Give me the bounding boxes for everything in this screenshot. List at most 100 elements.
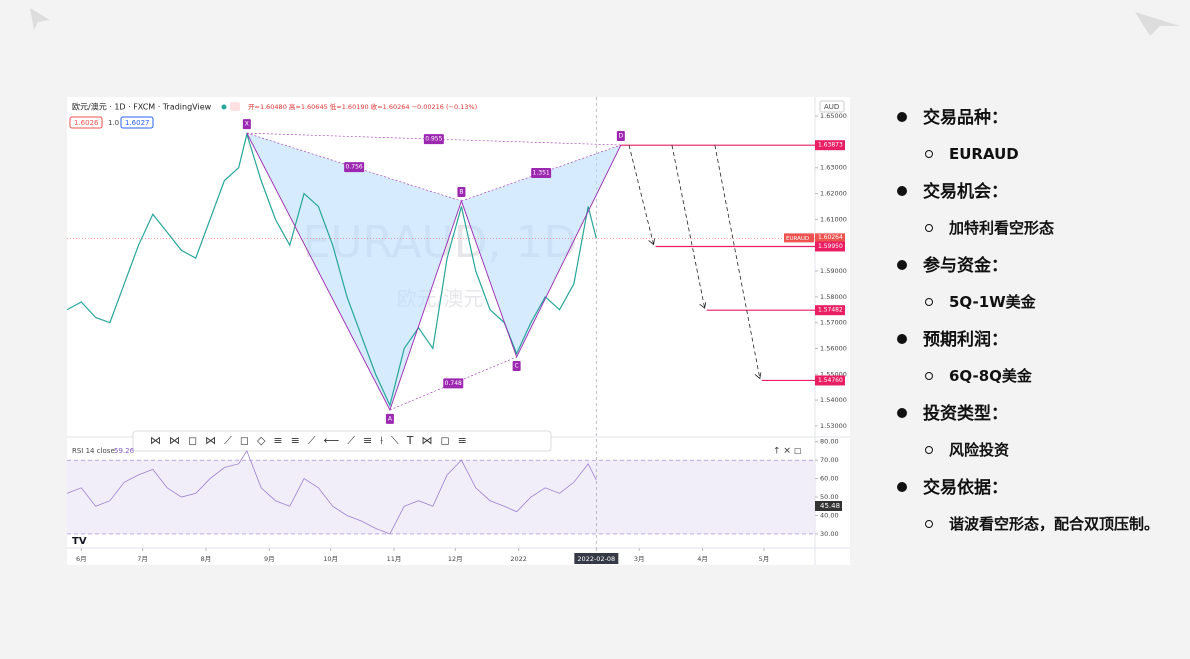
- y-tick-label: 50.00: [820, 493, 839, 501]
- price-line: [66, 131, 597, 408]
- spread: 1.0: [108, 119, 119, 127]
- sub-bullet: 6Q-8Q美金: [895, 363, 1165, 400]
- y-tick-label: 1.54000: [820, 396, 847, 404]
- bid: 1.6026: [74, 119, 99, 127]
- target-arrow: [714, 145, 761, 379]
- x-tick-label: 8月: [201, 555, 212, 563]
- status-box: [230, 102, 240, 111]
- bullet: 投资类型：: [895, 400, 1165, 437]
- rsi-side-box: [815, 501, 842, 511]
- y-tick-label: 60.00: [820, 475, 839, 483]
- target-arrow: [628, 145, 654, 245]
- y-tick-label: 80.00: [820, 438, 839, 446]
- y-tick-label: 1.53000: [820, 422, 847, 430]
- y-tick-label: 1.55000: [820, 370, 847, 378]
- rsi-band: [67, 460, 815, 534]
- y-tick-label: 1.62000: [820, 190, 847, 198]
- bullet: 交易依据：: [895, 474, 1165, 511]
- current-symbol: EURAUD: [786, 236, 809, 242]
- y-tick-label: 1.58000: [820, 293, 847, 301]
- sub-bullet: 5Q-1W美金: [895, 289, 1165, 326]
- target-label: 1.54760: [818, 377, 843, 384]
- sub-bullet: 谐波看空形态，配合双顶压制。: [895, 511, 1165, 548]
- pattern-fill: [461, 145, 621, 357]
- pane-buttons[interactable]: ↑ ✕ ◻: [773, 447, 801, 457]
- ratio-label: 1.351: [533, 170, 550, 177]
- arrow-head: [699, 302, 707, 309]
- target-box: [815, 241, 845, 252]
- ratio-box: [531, 168, 552, 179]
- arrow-head: [754, 372, 762, 380]
- target-label: 1.63873: [818, 142, 843, 149]
- arrow-head: [648, 238, 655, 246]
- ohlc: 开=1.60480 高=1.60645 低=1.60190 收=1.60264 …: [248, 102, 477, 111]
- point-label: X: [245, 121, 249, 128]
- y-tick-label: 1.59000: [820, 267, 847, 275]
- sub-bullet: EURAUD: [895, 141, 1165, 178]
- x-tick-label: 4月: [697, 555, 708, 563]
- y-tick-label: 40.00: [820, 511, 839, 519]
- point-label: B: [459, 189, 463, 196]
- target-box: [815, 375, 845, 386]
- x-tick-label: 12月: [448, 555, 463, 563]
- bid-box: [69, 116, 103, 129]
- target-box: [815, 140, 845, 151]
- toolbar-icons[interactable]: ⋈⋈◻⋈⟋◻◇≡≡⟋⟵⟋≡⟊⟍T⋈◻≡: [150, 434, 475, 447]
- x-tick-label: 10月: [323, 555, 338, 563]
- ratio-box: [423, 134, 444, 145]
- point-label: C: [515, 362, 519, 369]
- point-box: [512, 360, 521, 371]
- x-tick-label: 2022: [510, 555, 527, 563]
- ratio-label: 0.748: [445, 380, 462, 387]
- y-tick-label: 1.57000: [820, 319, 847, 327]
- corner-deco: [1135, 12, 1180, 36]
- ratio-box: [443, 378, 464, 389]
- x-tick-label: 7月: [137, 555, 148, 563]
- point-label: A: [388, 415, 393, 422]
- sub-bullet: 风险投资: [895, 437, 1165, 474]
- x-tick-label: 2022-02-08: [577, 555, 615, 563]
- y-tick-label: 1.63000: [820, 164, 847, 172]
- rsi-last: 59.26: [114, 447, 135, 455]
- x-tick-label: 5月: [759, 555, 770, 563]
- point-box: [385, 413, 394, 424]
- x-tick-highlight: [574, 553, 619, 564]
- tv-logo: TV: [72, 536, 87, 547]
- ask-box: [120, 116, 154, 129]
- point-label: D: [619, 133, 624, 140]
- current-label: 1.60264: [818, 234, 843, 241]
- ratio-box: [344, 162, 365, 173]
- y-tick-label: 1.56000: [820, 344, 847, 352]
- target-label: 1.59950: [818, 243, 843, 250]
- x-tick-label: 6月: [76, 555, 87, 563]
- pattern-fill: [246, 133, 462, 410]
- chart-title: 欧元/澳元 · 1D · FXCM · TradingView: [72, 102, 212, 112]
- bullet: 预期利润：: [895, 326, 1165, 363]
- status-dot: [221, 104, 227, 110]
- point-box: [457, 187, 466, 198]
- x-tick-label: 9月: [264, 555, 275, 563]
- point-box: [242, 119, 251, 130]
- bullet: 交易机会：: [895, 178, 1165, 215]
- bullet: 参与资金：: [895, 252, 1165, 289]
- toolbar[interactable]: [132, 430, 552, 452]
- ratio-label: 0.955: [425, 136, 442, 143]
- currency-box: [819, 100, 845, 113]
- sub-bullet: 加特利看空形态: [895, 215, 1165, 252]
- x-tick-label: 3月: [634, 555, 645, 563]
- rsi-side-label: 45.48: [820, 502, 840, 510]
- ask: 1.6027: [125, 119, 150, 127]
- bullet-list: 交易品种： EURAUD 交易机会： 加特利看空形态 参与资金： 5Q-1W美金 预期利润：…: [895, 104, 1165, 548]
- target-label: 1.57482: [818, 307, 843, 314]
- y-tick-label: 30.00: [820, 530, 839, 538]
- bullet: 交易品种：: [895, 104, 1165, 141]
- symbol-box: [784, 233, 814, 243]
- x-tick-label: 11月: [387, 555, 402, 563]
- corner-deco: [30, 8, 50, 30]
- y-tick-label: 70.00: [820, 456, 839, 464]
- rsi-title: RSI 14 close: [72, 447, 115, 455]
- y-tick-label: 1.65000: [820, 112, 847, 120]
- currency: AUD: [824, 103, 839, 111]
